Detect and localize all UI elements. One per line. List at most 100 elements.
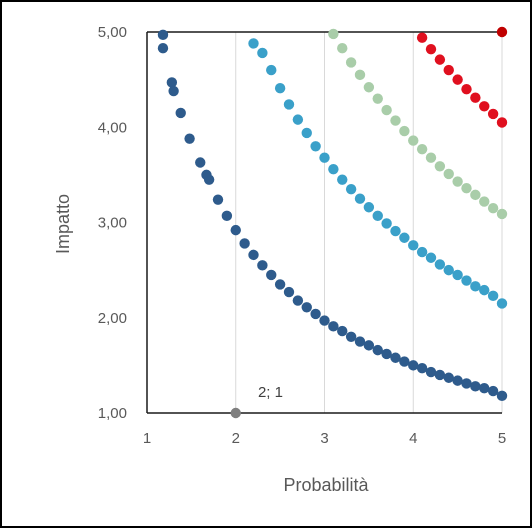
data-point	[496, 208, 508, 220]
data-point	[266, 269, 277, 281]
data-point	[212, 194, 224, 205]
data-point	[345, 183, 357, 195]
data-points	[157, 26, 508, 419]
tick-labels: 1,00 2,00 3,00 4,00 5,00 1 2 3 4 5	[98, 24, 506, 447]
data-point	[487, 108, 499, 120]
data-point	[496, 298, 508, 309]
data-point	[319, 152, 330, 163]
data-point	[425, 43, 437, 55]
data-point	[425, 152, 437, 163]
data-point	[257, 260, 268, 271]
y-tick-label: 1,00	[98, 405, 127, 422]
y-tick-label: 5,00	[98, 24, 127, 41]
data-point	[257, 47, 268, 59]
data-point	[496, 390, 508, 402]
data-label: 2; 1	[258, 384, 283, 401]
data-point	[363, 202, 375, 213]
data-point	[157, 29, 169, 41]
data-point	[399, 125, 410, 137]
data-point	[372, 210, 383, 222]
data-point	[479, 284, 490, 296]
data-point	[470, 281, 481, 292]
data-point	[354, 193, 366, 204]
data-point	[461, 378, 472, 389]
data-point	[166, 77, 178, 88]
data-point	[452, 269, 463, 281]
data-point	[301, 302, 312, 313]
data-point	[425, 252, 437, 263]
data-point	[372, 344, 383, 356]
data-point	[345, 331, 357, 342]
data-point	[221, 210, 233, 222]
data-point	[470, 381, 481, 392]
data-point	[434, 369, 446, 381]
data-point	[337, 325, 348, 337]
data-point	[443, 264, 454, 276]
data-point	[390, 115, 401, 126]
data-point	[239, 238, 250, 249]
data-point	[319, 315, 330, 326]
data-point	[274, 82, 286, 94]
data-point	[452, 74, 463, 85]
data-point	[496, 117, 508, 128]
x-tick-label: 2	[232, 430, 240, 447]
data-point	[354, 69, 366, 81]
data-point	[425, 366, 437, 378]
data-point	[157, 42, 169, 54]
data-point	[487, 385, 499, 397]
data-point	[434, 54, 446, 65]
x-tick-label: 5	[498, 430, 506, 447]
data-point	[461, 183, 472, 194]
x-axis-title: Probabilità	[283, 475, 369, 495]
data-point	[381, 104, 392, 116]
data-point	[434, 161, 446, 172]
data-point	[283, 286, 295, 298]
data-point	[266, 64, 277, 76]
data-point	[328, 321, 339, 332]
data-point	[496, 26, 508, 38]
data-point	[416, 32, 428, 43]
data-point	[408, 135, 419, 146]
data-point	[337, 174, 348, 185]
y-tick-label: 3,00	[98, 215, 127, 232]
data-point	[283, 99, 295, 110]
data-point	[248, 249, 259, 261]
data-point	[345, 57, 357, 68]
data-point	[452, 375, 463, 386]
data-point	[195, 157, 206, 168]
data-point	[363, 82, 375, 93]
y-tick-label: 4,00	[98, 119, 127, 136]
data-point	[443, 372, 454, 383]
data-point	[443, 168, 454, 180]
grid	[235, 32, 503, 413]
data-point	[479, 101, 490, 112]
data-point	[328, 28, 339, 40]
y-tick-label: 2,00	[98, 310, 127, 327]
data-point	[372, 93, 383, 104]
data-point	[292, 295, 304, 306]
data-point	[248, 38, 259, 49]
data-point	[203, 174, 215, 185]
data-point	[416, 363, 428, 374]
data-point	[230, 407, 241, 419]
x-tick-label: 3	[320, 430, 328, 447]
data-point	[175, 107, 186, 119]
data-point	[337, 42, 348, 54]
data-point	[354, 336, 366, 347]
data-point	[443, 64, 454, 76]
data-point	[416, 246, 428, 258]
x-tick-label: 1	[143, 430, 151, 447]
data-point	[434, 259, 446, 270]
data-point	[399, 356, 410, 367]
data-point	[168, 85, 179, 97]
data-point	[310, 141, 321, 152]
data-point	[408, 360, 419, 371]
data-point	[470, 189, 481, 201]
data-point	[381, 218, 392, 229]
data-point	[479, 383, 490, 394]
data-point	[230, 224, 241, 236]
data-point	[310, 308, 321, 320]
data-point	[390, 352, 401, 363]
y-axis-title: Impatto	[53, 194, 73, 254]
